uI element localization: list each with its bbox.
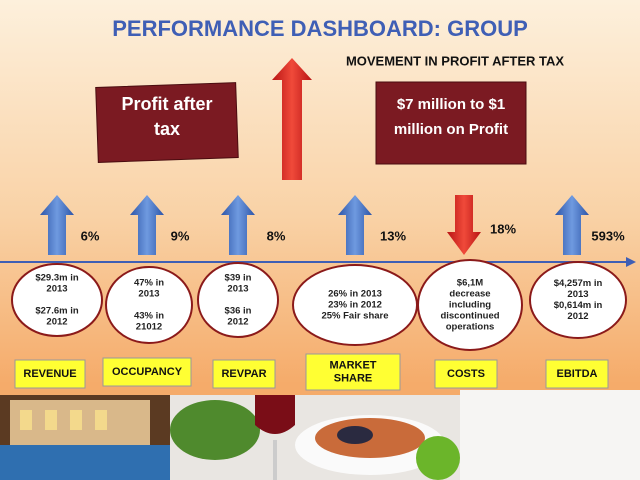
label-box <box>212 359 276 389</box>
callout-text: million on Profit <box>394 121 508 138</box>
up-arrow <box>130 195 164 255</box>
metric-label: EBITDA <box>557 368 598 380</box>
subtitle: MOVEMENT IN PROFIT AFTER TAX <box>346 53 564 68</box>
detail-text: decrease <box>449 289 490 300</box>
detail-text: including <box>449 300 491 311</box>
metric-label: REVPAR <box>221 368 266 380</box>
up-arrow <box>40 195 74 255</box>
detail-text: 23% in 2012 <box>328 300 382 311</box>
change-value: 18% <box>490 221 516 236</box>
label-box <box>14 359 86 389</box>
detail-text: 47% in <box>134 278 164 289</box>
detail-text: 2013 <box>46 284 67 295</box>
detail-text: 21012 <box>136 322 162 333</box>
detail-bubble <box>197 262 279 338</box>
metric-label: MARKET <box>329 359 376 371</box>
metric-label: SHARE <box>334 372 373 384</box>
detail-text: discontinued <box>440 311 499 322</box>
detail-text: $39 in <box>225 273 252 284</box>
metric-label: COSTS <box>447 368 485 380</box>
detail-bubble <box>105 266 193 344</box>
metric-label: OCCUPANCY <box>112 366 183 378</box>
big-up-arrow <box>272 58 312 180</box>
detail-text: $27.6m in <box>35 306 78 317</box>
change-value: 9% <box>171 228 190 243</box>
callout-box <box>95 82 239 163</box>
photo-strip <box>0 390 640 480</box>
detail-text: $36 in <box>225 306 252 317</box>
up-arrow <box>221 195 255 255</box>
up-arrow <box>338 195 372 255</box>
change-value: 13% <box>380 228 406 243</box>
detail-text: 25% Fair share <box>321 311 388 322</box>
label-box <box>434 359 498 389</box>
up-arrow <box>555 195 589 255</box>
detail-text: 2012 <box>567 311 588 322</box>
detail-text: 2012 <box>46 317 67 328</box>
detail-text: 2013 <box>227 284 248 295</box>
detail-text: $0,614m in <box>554 300 603 311</box>
detail-bubble <box>529 261 627 339</box>
label-box <box>102 357 192 387</box>
label-box <box>545 359 609 389</box>
detail-text: 2013 <box>567 289 588 300</box>
detail-text: $4,257m in <box>554 278 603 289</box>
detail-text: 2013 <box>138 289 159 300</box>
down-arrow <box>447 195 481 255</box>
detail-text: operations <box>446 322 495 333</box>
label-box <box>305 353 401 391</box>
change-value: 6% <box>81 228 100 243</box>
detail-text: $29.3m in <box>35 273 78 284</box>
callout-text: tax <box>154 119 180 139</box>
change-value: 593% <box>591 228 625 243</box>
detail-bubble <box>417 259 523 351</box>
metric-label: REVENUE <box>23 368 76 380</box>
detail-text: 43% in <box>134 311 164 322</box>
title: PERFORMANCE DASHBOARD: GROUP <box>112 16 528 41</box>
axis-arrowhead <box>626 257 636 267</box>
callout-text: $7 million to $1 <box>397 96 505 113</box>
change-value: 8% <box>267 228 286 243</box>
callout-box <box>375 81 527 165</box>
detail-text: 26% in 2013 <box>328 289 382 300</box>
detail-text: 2012 <box>227 317 248 328</box>
detail-bubble <box>11 263 103 337</box>
callout-text: Profit after <box>121 94 212 114</box>
detail-text: $6,1M <box>457 278 483 289</box>
